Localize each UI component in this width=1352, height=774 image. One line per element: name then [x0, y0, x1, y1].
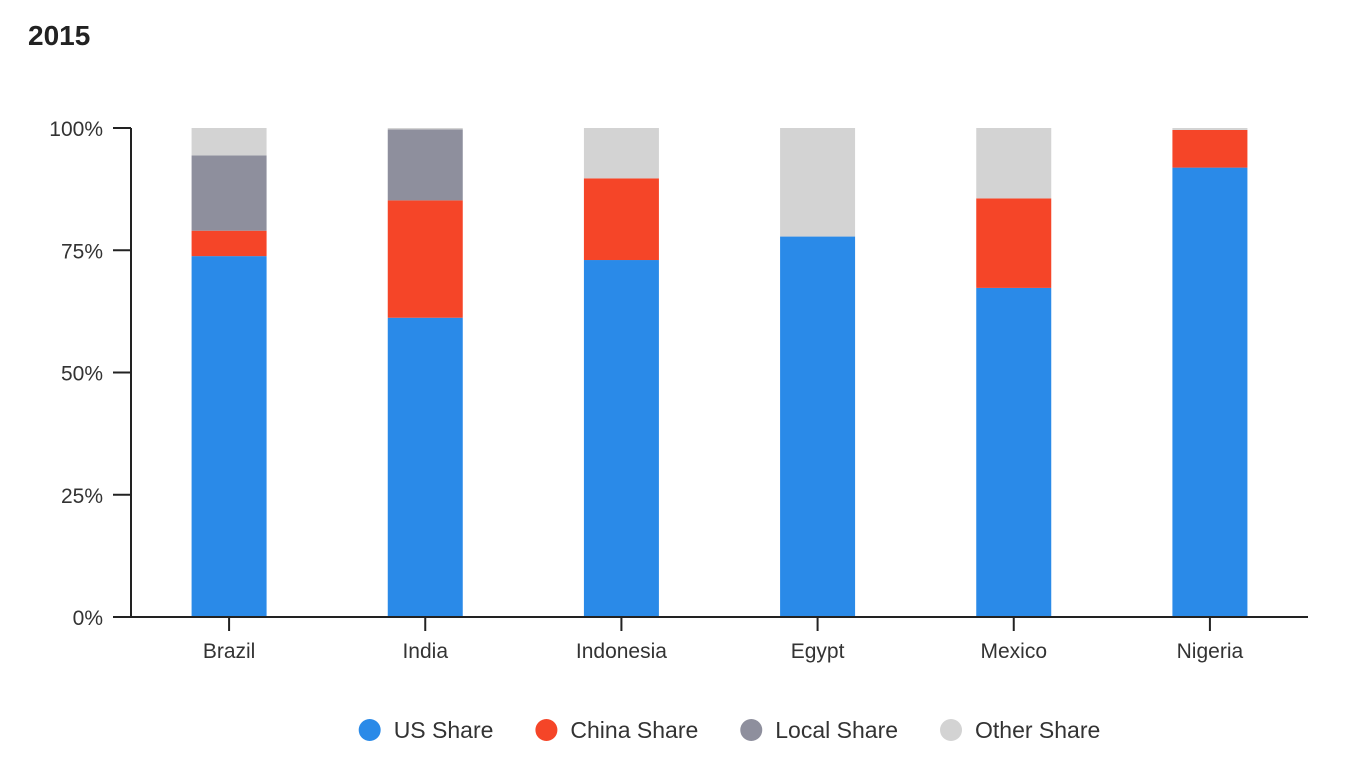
x-tick-label: Egypt — [791, 640, 845, 663]
bar-indonesia-china-share — [583, 178, 659, 261]
bar-brazil-us-share — [191, 256, 267, 617]
bar-egypt-other-share — [780, 128, 856, 237]
axes-group: 0% 25% 50% 75% 100% Brazil India Indonesia Egypt… — [49, 118, 1308, 663]
bar-nigeria-other-share — [1172, 128, 1248, 130]
bars-group — [191, 128, 1248, 618]
y-tick-label: 75% — [61, 240, 103, 263]
bar-mexico-china-share — [976, 198, 1052, 288]
legend-label: China Share — [570, 717, 698, 743]
bar-india-other-share — [387, 128, 463, 130]
legend-swatch — [740, 719, 763, 741]
x-tick-label: India — [402, 640, 448, 663]
legend: US Share China Share Local Share Other Shar… — [358, 717, 1100, 743]
legend-label: Other Share — [975, 717, 1100, 743]
legend-label: Local Share — [775, 717, 898, 743]
x-tick-label: Indonesia — [576, 640, 667, 663]
x-tick-label: Brazil — [203, 640, 256, 663]
y-tick-label: 0% — [73, 607, 103, 630]
chart-title: 2015 — [28, 20, 91, 51]
legend-swatch — [535, 719, 558, 741]
bar-mexico-other-share — [976, 128, 1052, 199]
bar-indonesia-us-share — [583, 260, 659, 617]
y-tick-label: 50% — [61, 363, 103, 386]
bar-india-china-share — [387, 200, 463, 318]
x-tick-label: Mexico — [980, 640, 1047, 663]
legend-swatch — [940, 719, 963, 741]
bar-mexico-us-share — [976, 287, 1052, 617]
bar-egypt-us-share — [780, 236, 856, 618]
bar-brazil-china-share — [191, 230, 267, 257]
legend-item-other-share[interactable]: Other Share — [940, 717, 1100, 743]
bar-indonesia-other-share — [583, 128, 659, 179]
bar-nigeria-us-share — [1172, 167, 1248, 617]
y-tick-label: 100% — [49, 118, 103, 141]
legend-swatch — [358, 719, 381, 741]
y-tick-label: 25% — [61, 485, 103, 508]
bar-india-local-share — [387, 129, 463, 201]
legend-item-us-share[interactable]: US Share — [358, 717, 494, 743]
x-tick-label: Nigeria — [1177, 640, 1244, 663]
legend-item-local-share[interactable]: Local Share — [740, 717, 898, 743]
legend-item-china-share[interactable]: China Share — [535, 717, 698, 743]
bar-india-us-share — [387, 317, 463, 617]
bar-brazil-other-share — [191, 128, 267, 156]
bar-nigeria-china-share — [1172, 129, 1248, 168]
bar-brazil-local-share — [191, 155, 267, 231]
legend-label: US Share — [394, 717, 494, 743]
